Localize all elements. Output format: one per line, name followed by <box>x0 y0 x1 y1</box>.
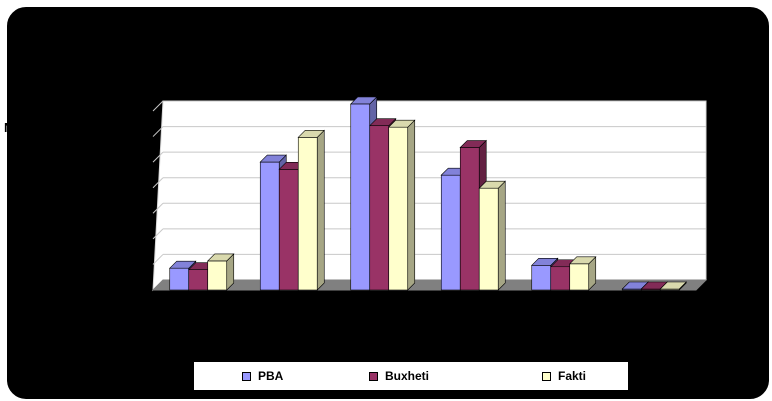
bar-pba-top <box>350 96 378 105</box>
bar-fakti-front <box>207 260 228 291</box>
gridline-side <box>152 202 164 214</box>
gridline-side <box>152 177 164 189</box>
bar-pba-front <box>169 267 190 291</box>
bar-pba-front <box>350 103 371 291</box>
gridline-side <box>152 151 164 163</box>
bar-fakti-top <box>659 281 687 290</box>
bar-fakti-side <box>497 180 506 291</box>
bar-buxheti-front <box>188 269 209 291</box>
bar-pba-top <box>531 257 559 266</box>
y-axis-label-fragment: N <box>4 120 14 135</box>
gridline-side <box>152 100 164 112</box>
legend: PBA Buxheti Fakti <box>193 361 629 391</box>
legend-label-pba: PBA <box>258 369 284 383</box>
legend-swatch-pba <box>242 371 251 381</box>
bar-buxheti-top <box>459 140 487 148</box>
bar-buxheti-front <box>550 266 571 291</box>
legend-item-fakti: Fakti <box>542 369 586 383</box>
bar-fakti-front <box>478 187 499 291</box>
gridline-side <box>152 126 164 137</box>
bar-fakti-front <box>388 126 409 291</box>
bar-pba-front <box>531 264 552 291</box>
bar-pba-top <box>169 260 197 269</box>
legend-swatch-buxheti <box>369 371 378 381</box>
bar-fakti-front <box>569 263 590 291</box>
bar-fakti-top <box>478 180 506 189</box>
gridline-side <box>152 254 164 265</box>
bar-pba-top <box>259 154 287 163</box>
plot-back-wall <box>152 100 707 292</box>
legend-item-buxheti: Buxheti <box>369 369 429 383</box>
bar-fakti-side <box>407 119 416 291</box>
gridline-side <box>152 228 164 240</box>
bar-pba-front <box>440 174 461 291</box>
legend-label-buxheti: Buxheti <box>385 369 430 383</box>
legend-label-fakti: Fakti <box>558 369 587 383</box>
bar-pba-front <box>259 161 280 291</box>
bar-buxheti-front <box>369 125 390 291</box>
plot-area <box>151 96 708 292</box>
bar-fakti-top <box>297 130 325 138</box>
legend-swatch-fakti <box>542 371 551 381</box>
bar-fakti-top <box>388 119 416 128</box>
bar-fakti-top <box>207 253 235 262</box>
legend-item-pba: PBA <box>242 369 283 383</box>
bar-buxheti-front <box>278 169 299 291</box>
bar-buxheti-front <box>459 147 480 291</box>
bar-buxheti-top <box>369 118 397 127</box>
bar-fakti-side <box>316 129 325 291</box>
bar-fakti-front <box>297 137 318 291</box>
bar-fakti-top <box>569 256 597 265</box>
